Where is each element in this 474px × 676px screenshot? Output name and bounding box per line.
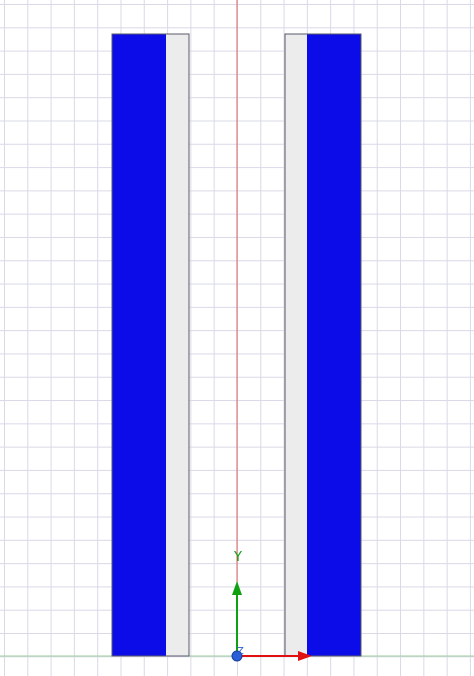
- triad-y-arrowhead-icon: [232, 581, 242, 595]
- triad-y-label: Y: [233, 550, 242, 565]
- left-substrate[interactable]: [166, 34, 189, 656]
- left-strip-outline: [111, 33, 190, 657]
- triad-z-label: Z: [237, 646, 244, 657]
- triad-origin-icon: [231, 650, 243, 662]
- right-strip-outline: [284, 33, 362, 657]
- coordinate-triad: Y Z: [231, 550, 312, 662]
- right-strip[interactable]: [284, 33, 362, 657]
- triad-x-arrowhead-icon: [298, 651, 312, 661]
- right-conductor[interactable]: [307, 34, 361, 656]
- left-conductor[interactable]: [112, 34, 166, 656]
- left-strip[interactable]: [111, 33, 190, 657]
- right-substrate[interactable]: [285, 34, 307, 656]
